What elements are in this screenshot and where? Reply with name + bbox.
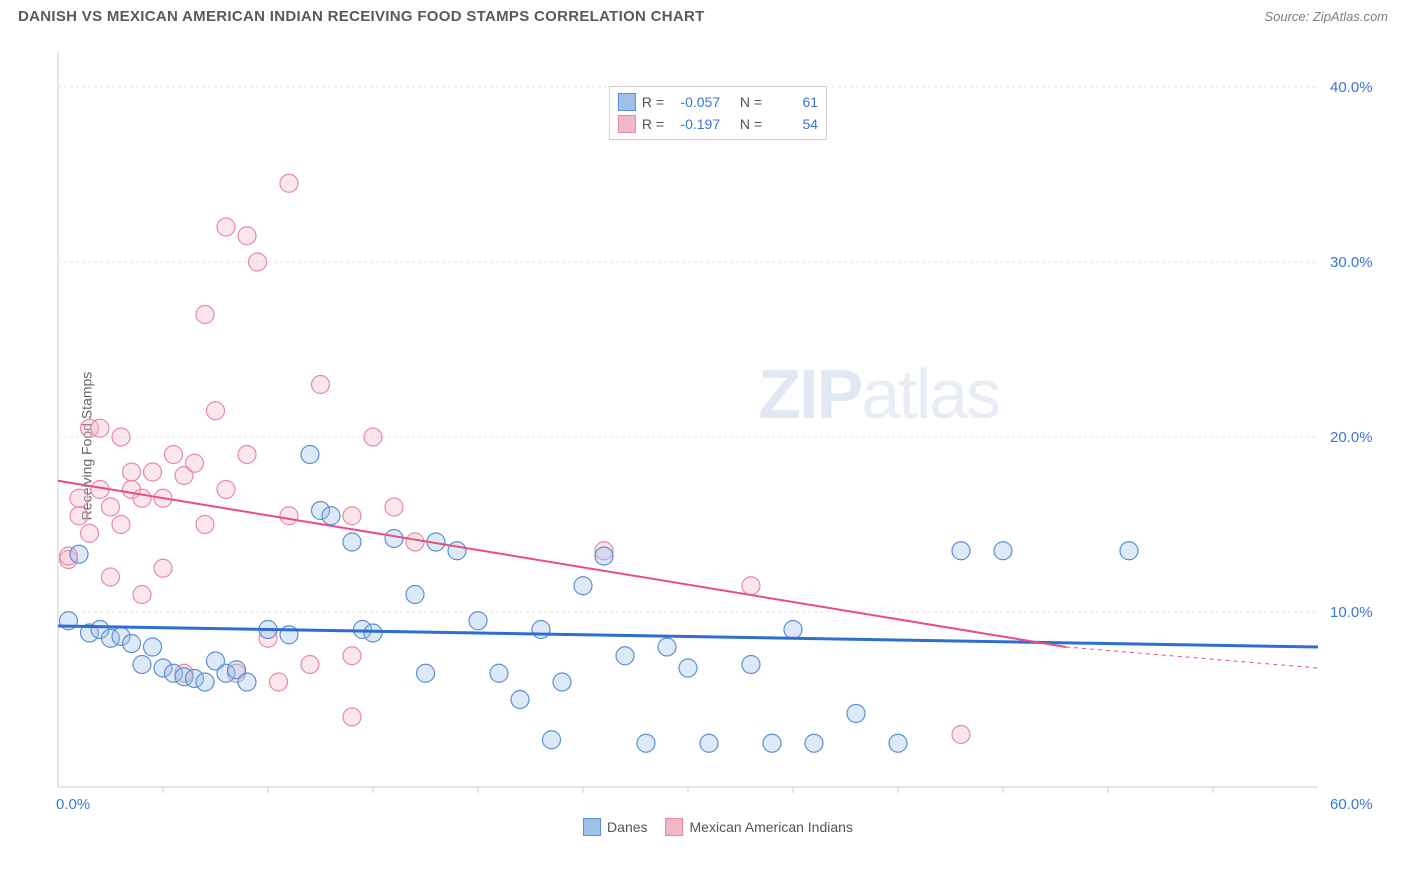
series-legend: Danes Mexican American Indians	[583, 818, 853, 836]
svg-text:30.0%: 30.0%	[1330, 254, 1373, 271]
svg-text:40.0%: 40.0%	[1330, 79, 1373, 96]
svg-text:10.0%: 10.0%	[1330, 604, 1373, 621]
legend-item-mexican: Mexican American Indians	[666, 818, 853, 836]
stats-row-danes: R = -0.057 N = 61	[618, 91, 818, 113]
svg-text:60.0%: 60.0%	[1330, 796, 1373, 813]
stats-row-mexican: R = -0.197 N = 54	[618, 113, 818, 135]
swatch-mexican	[618, 115, 636, 133]
correlation-stats-box: R = -0.057 N = 61 R = -0.197 N = 54	[609, 86, 827, 140]
chart-title: DANISH VS MEXICAN AMERICAN INDIAN RECEIV…	[18, 8, 705, 25]
legend-item-danes: Danes	[583, 818, 647, 836]
r-value-danes: -0.057	[670, 94, 720, 110]
legend-label: Danes	[607, 819, 647, 835]
legend-swatch-mexican	[666, 818, 684, 836]
chart-svg: 10.0% 20.0% 30.0% 40.0% 0.0% 60.0%	[48, 42, 1388, 842]
n-value-danes: 61	[768, 94, 818, 110]
legend-label: Mexican American Indians	[690, 819, 853, 835]
svg-text:20.0%: 20.0%	[1330, 429, 1373, 446]
source-attribution: Source: ZipAtlas.com	[1264, 9, 1388, 24]
n-value-mexican: 54	[768, 116, 818, 132]
legend-swatch-danes	[583, 818, 601, 836]
svg-text:0.0%: 0.0%	[56, 796, 90, 813]
swatch-danes	[618, 93, 636, 111]
scatter-chart: 10.0%20.0%30.0%40.0%0.0%60.0% ZIPatlas R…	[48, 42, 1388, 842]
r-value-mexican: -0.197	[670, 116, 720, 132]
